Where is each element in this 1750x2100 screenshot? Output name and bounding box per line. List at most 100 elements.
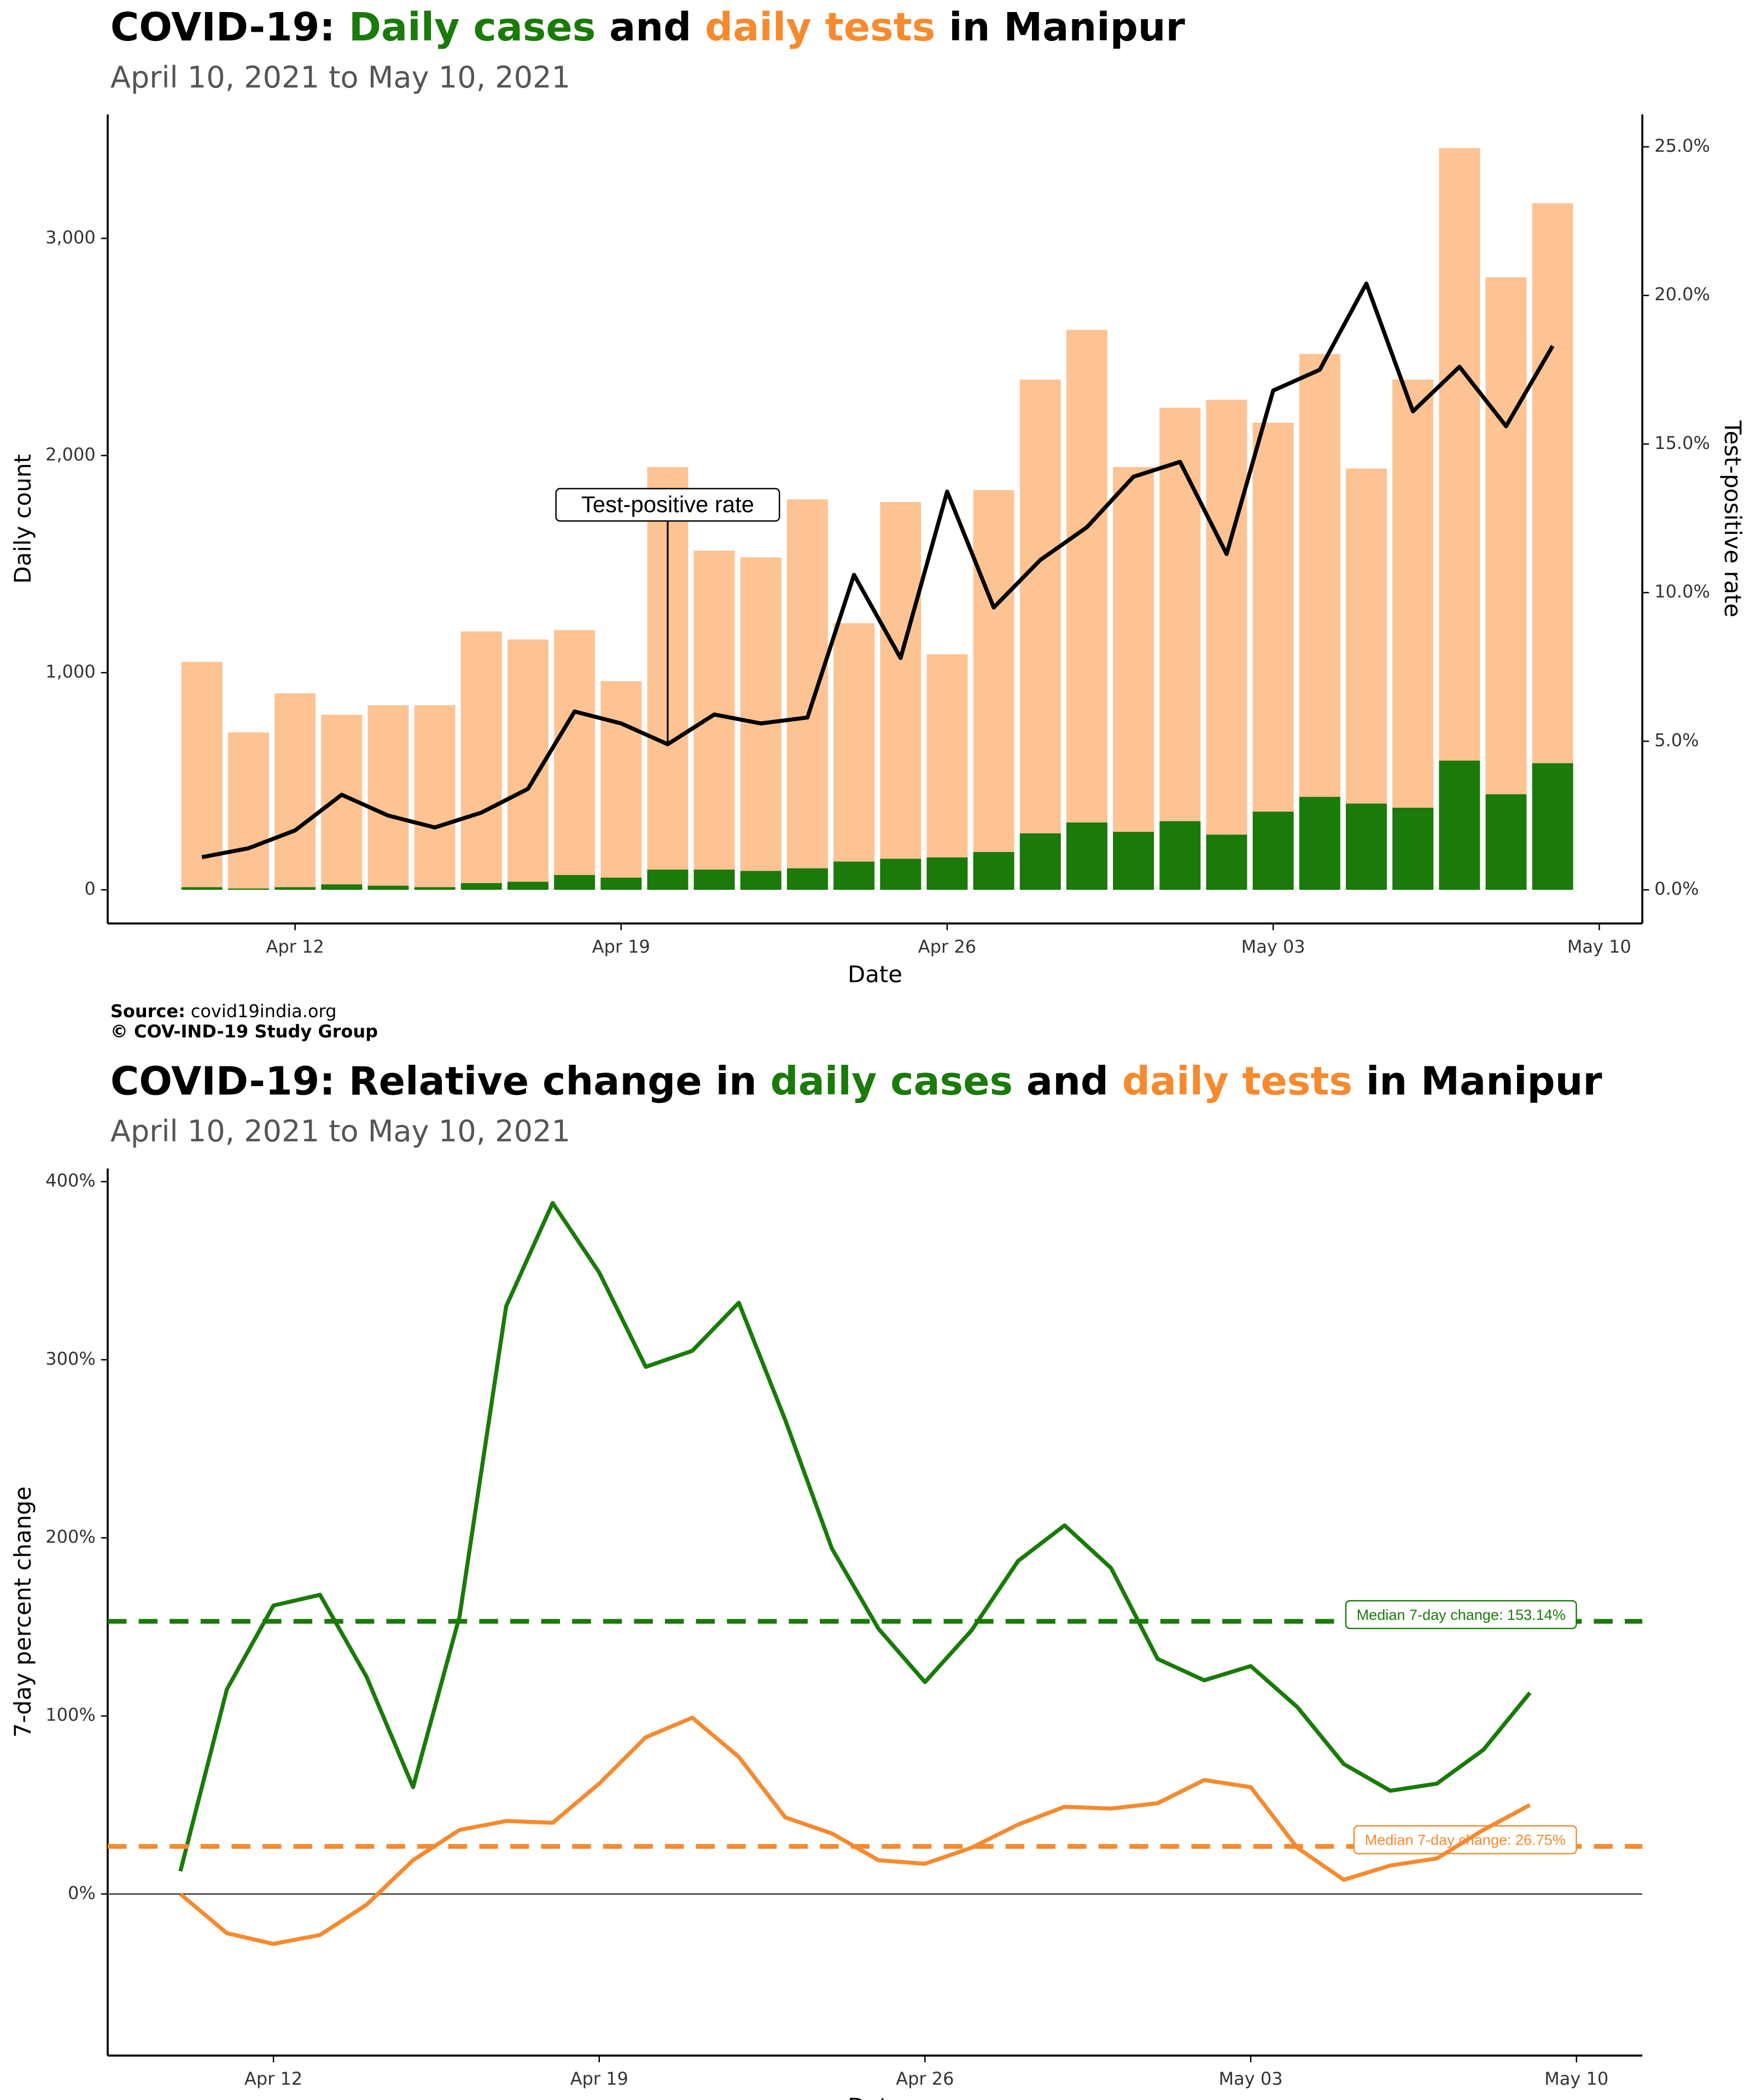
bar [1066, 822, 1107, 890]
source: Source: covid19india.org [110, 1001, 337, 1022]
bar [973, 490, 1014, 890]
source-label: Source: [110, 1001, 185, 1022]
x-tick-label: Apr 19 [592, 936, 650, 957]
title-part: COVID-19: Relative change in [110, 1058, 771, 1104]
x-tick-label: May 10 [1544, 2068, 1608, 2089]
y2-tick-label: 25.0% [1654, 135, 1710, 156]
bar [275, 887, 316, 890]
bar [554, 875, 596, 890]
y-tick-label: 300% [45, 1348, 95, 1369]
data-line [201, 281, 1555, 860]
bar [181, 662, 223, 890]
bar [1345, 803, 1387, 890]
x-tick-label: May 03 [1241, 936, 1305, 957]
title-part: and [1013, 1058, 1122, 1104]
bar [228, 888, 269, 890]
annotation-box [555, 488, 780, 522]
bar [460, 883, 502, 890]
bar [1066, 330, 1107, 890]
y-tick-label: 400% [45, 1170, 95, 1191]
y2-tick-label: 0.0% [1654, 878, 1699, 899]
y-tick-label: 1,000 [45, 661, 96, 682]
median-label-box [1345, 1600, 1577, 1630]
bar [1019, 380, 1061, 890]
bar [926, 654, 968, 890]
bar [1206, 835, 1247, 890]
source-value: covid19india.org [191, 1001, 337, 1022]
x-tick-label: May 10 [1567, 936, 1631, 957]
bar [1392, 380, 1434, 890]
y2-tick-label: 5.0% [1654, 730, 1699, 750]
x-tick-label: Apr 26 [918, 936, 976, 957]
y-tick-label: 0 [84, 878, 95, 899]
bar [554, 630, 596, 890]
data-line [179, 1716, 1531, 1946]
y2-tick-label: 10.0% [1654, 581, 1710, 602]
bar [1019, 833, 1061, 890]
x-tick-label: Apr 12 [244, 2068, 302, 2089]
x-axis-title: Date [848, 2093, 902, 2100]
median-label: Median 7-day change: 153.14% [1357, 1606, 1566, 1623]
bar [321, 884, 363, 890]
bar [368, 885, 409, 890]
bar [1159, 821, 1201, 890]
bar [1439, 760, 1480, 890]
bar [786, 499, 828, 890]
bar [1532, 763, 1573, 890]
bar [647, 870, 689, 890]
bar [181, 887, 223, 890]
y-axis-title: Daily count [9, 454, 36, 584]
annotation: Test-positive rate [581, 492, 754, 517]
y2-tick-label: 20.0% [1654, 284, 1710, 305]
bar [600, 877, 642, 890]
x-axis-title: Date [848, 961, 902, 988]
bar [1113, 467, 1154, 890]
title-part: daily tests [1122, 1058, 1352, 1104]
title-part: daily tests [705, 4, 935, 50]
bar [228, 732, 269, 890]
bar [880, 859, 921, 890]
title-part: in Manipur [1352, 1058, 1602, 1104]
bar [275, 693, 316, 890]
bar [1485, 277, 1527, 890]
y-axis-title: 7-day percent change [9, 1486, 36, 1737]
bar [833, 861, 875, 890]
bar [507, 882, 549, 890]
bar [1299, 797, 1340, 890]
chart-subtitle: April 10, 2021 to May 10, 2021 [110, 60, 570, 95]
data-line [178, 1201, 1532, 1872]
bar [368, 705, 409, 890]
bar [1113, 832, 1154, 890]
title-part: Daily cases [349, 4, 596, 50]
y2-tick-label: 15.0% [1654, 433, 1710, 453]
y-tick-label: 100% [45, 1705, 95, 1725]
bar [833, 623, 875, 890]
x-tick-label: Apr 12 [266, 936, 324, 957]
credit: © COV-IND-19 Study Group [110, 1021, 378, 1042]
chart-subtitle: April 10, 2021 to May 10, 2021 [110, 1114, 570, 1148]
y-tick-label: 200% [45, 1526, 95, 1547]
y2-axis-title: Test-positive rate [1719, 420, 1746, 617]
bar [414, 705, 456, 890]
chart-title: COVID-19: Daily cases and daily tests in… [110, 4, 1185, 50]
bar [740, 871, 781, 890]
bar [693, 550, 735, 890]
bar [926, 857, 968, 890]
y-tick-label: 2,000 [45, 444, 96, 465]
bar [460, 631, 502, 890]
y-tick-label: 0% [68, 1882, 96, 1903]
bar [786, 868, 828, 890]
bar [600, 681, 642, 890]
x-tick-label: Apr 19 [570, 2068, 628, 2089]
y-tick-label: 3,000 [45, 227, 96, 248]
bar [1206, 399, 1247, 890]
bar [1485, 794, 1527, 890]
title-part: COVID-19: [110, 4, 349, 50]
bar [1252, 812, 1294, 890]
title-part: daily cases [771, 1058, 1013, 1104]
bar [1159, 407, 1201, 890]
chart-title: COVID-19: Relative change in daily cases… [110, 1058, 1602, 1104]
bar [693, 870, 735, 890]
